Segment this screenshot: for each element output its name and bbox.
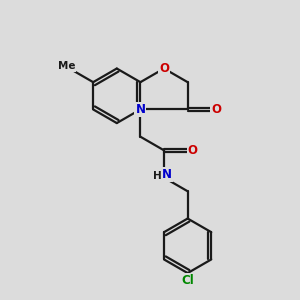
Text: H: H [153,171,161,181]
Text: N: N [162,168,172,181]
Text: N: N [135,103,146,116]
Text: O: O [211,103,221,116]
Text: Cl: Cl [181,274,194,286]
Text: O: O [188,144,197,157]
Text: Me: Me [58,61,76,71]
Text: O: O [159,62,169,75]
